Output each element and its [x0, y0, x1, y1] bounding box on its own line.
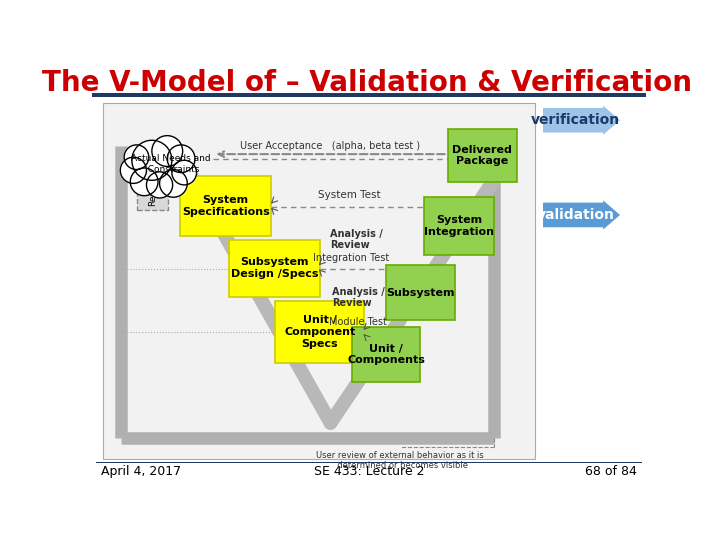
Text: System Test: System Test — [318, 190, 381, 200]
Bar — [275, 301, 364, 363]
FancyArrow shape — [543, 106, 620, 135]
Circle shape — [172, 160, 197, 185]
Circle shape — [160, 170, 187, 197]
Bar — [352, 327, 420, 382]
Bar — [92, 93, 647, 97]
Text: Unit /
Component
Specs: Unit / Component Specs — [284, 315, 356, 349]
Circle shape — [132, 140, 172, 180]
Text: Subsystem: Subsystem — [387, 288, 455, 298]
Bar — [448, 130, 517, 182]
Bar — [229, 240, 320, 298]
Text: Subsystem
Design /Specs: Subsystem Design /Specs — [230, 257, 318, 279]
Bar — [425, 197, 494, 255]
Text: Unit /
Components: Unit / Components — [347, 343, 425, 365]
Text: validation: validation — [536, 208, 614, 222]
Circle shape — [146, 172, 173, 198]
Text: Delivered
Package: Delivered Package — [452, 145, 512, 166]
Text: SE 433: Lecture 2: SE 433: Lecture 2 — [314, 465, 424, 478]
Bar — [104, 103, 534, 459]
Circle shape — [130, 168, 158, 195]
Text: April 4, 2017: April 4, 2017 — [101, 465, 181, 478]
Circle shape — [124, 145, 149, 170]
Circle shape — [152, 136, 183, 166]
Text: Analysis /
Review: Analysis / Review — [332, 287, 384, 308]
Circle shape — [167, 145, 195, 173]
Circle shape — [120, 157, 146, 184]
Text: User review of external behavior as it is
  determined or becomes visible: User review of external behavior as it i… — [316, 450, 484, 470]
Text: The V-Model of – Validation & Verification: The V-Model of – Validation & Verificati… — [42, 69, 693, 97]
Bar — [180, 176, 271, 236]
Text: Integration Test: Integration Test — [313, 253, 390, 264]
FancyBboxPatch shape — [138, 168, 168, 211]
Text: Actual Needs and
  Constraints: Actual Needs and Constraints — [130, 154, 210, 174]
Text: Module Test: Module Test — [328, 316, 387, 327]
Text: User Acceptance   (alpha, beta test ): User Acceptance (alpha, beta test ) — [240, 140, 420, 151]
Text: Review: Review — [148, 173, 157, 206]
Text: 68 of 84: 68 of 84 — [585, 465, 637, 478]
Text: System
Specifications: System Specifications — [182, 195, 270, 217]
Text: System
Integration: System Integration — [424, 215, 494, 237]
Text: Analysis /
Review: Analysis / Review — [330, 229, 383, 251]
Text: verification: verification — [531, 113, 620, 127]
Bar — [386, 265, 455, 320]
FancyArrow shape — [543, 200, 620, 230]
Bar — [96, 462, 642, 463]
